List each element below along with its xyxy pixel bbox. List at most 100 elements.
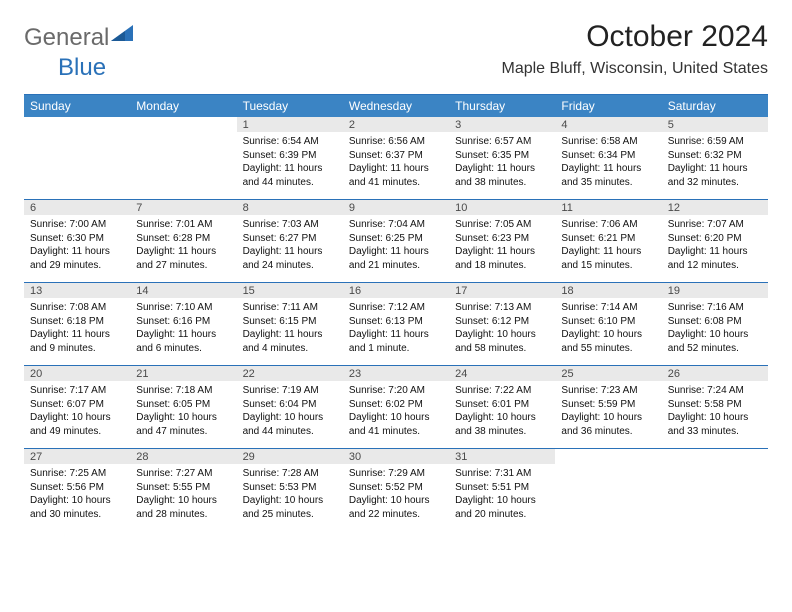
calendar-cell: 20Sunrise: 7:17 AMSunset: 6:07 PMDayligh… [24, 366, 130, 448]
sunrise-text: Sunrise: 7:04 AM [349, 218, 443, 232]
day-number: 28 [130, 449, 236, 464]
sunset-text: Sunset: 6:16 PM [136, 315, 230, 329]
sunrise-text: Sunrise: 7:13 AM [455, 301, 549, 315]
cell-body: Sunrise: 7:31 AMSunset: 5:51 PMDaylight:… [449, 464, 555, 527]
cell-body: Sunrise: 7:17 AMSunset: 6:07 PMDaylight:… [24, 381, 130, 444]
day-number: 22 [237, 366, 343, 381]
calendar-cell: 27Sunrise: 7:25 AMSunset: 5:56 PMDayligh… [24, 449, 130, 531]
cell-body: Sunrise: 6:56 AMSunset: 6:37 PMDaylight:… [343, 132, 449, 195]
sunrise-text: Sunrise: 6:59 AM [668, 135, 762, 149]
cell-body: Sunrise: 7:29 AMSunset: 5:52 PMDaylight:… [343, 464, 449, 527]
daylight-text: Daylight: 11 hours and 38 minutes. [455, 162, 549, 189]
day-number: 3 [449, 117, 555, 132]
sunset-text: Sunset: 6:07 PM [30, 398, 124, 412]
daylight-text: Daylight: 10 hours and 47 minutes. [136, 411, 230, 438]
cell-body: Sunrise: 7:11 AMSunset: 6:15 PMDaylight:… [237, 298, 343, 361]
calendar-cell: 19Sunrise: 7:16 AMSunset: 6:08 PMDayligh… [662, 283, 768, 365]
daylight-text: Daylight: 10 hours and 38 minutes. [455, 411, 549, 438]
daylight-text: Daylight: 11 hours and 18 minutes. [455, 245, 549, 272]
sunset-text: Sunset: 5:58 PM [668, 398, 762, 412]
sunset-text: Sunset: 6:15 PM [243, 315, 337, 329]
day-number: 18 [555, 283, 661, 298]
day-number [24, 117, 130, 132]
calendar-cell: 17Sunrise: 7:13 AMSunset: 6:12 PMDayligh… [449, 283, 555, 365]
calendar: Sunday Monday Tuesday Wednesday Thursday… [24, 94, 768, 531]
page: General October 2024 Maple Bluff, Wiscon… [0, 0, 792, 551]
day-number: 27 [24, 449, 130, 464]
day-number: 9 [343, 200, 449, 215]
sunrise-text: Sunrise: 6:54 AM [243, 135, 337, 149]
day-number: 23 [343, 366, 449, 381]
daylight-text: Daylight: 10 hours and 33 minutes. [668, 411, 762, 438]
daylight-text: Daylight: 11 hours and 1 minute. [349, 328, 443, 355]
daylight-text: Daylight: 10 hours and 55 minutes. [561, 328, 655, 355]
cell-body: Sunrise: 7:25 AMSunset: 5:56 PMDaylight:… [24, 464, 130, 527]
sunset-text: Sunset: 6:20 PM [668, 232, 762, 246]
calendar-cell: 1Sunrise: 6:54 AMSunset: 6:39 PMDaylight… [237, 117, 343, 199]
day-number: 6 [24, 200, 130, 215]
sunrise-text: Sunrise: 7:12 AM [349, 301, 443, 315]
day-number: 25 [555, 366, 661, 381]
calendar-cell: 14Sunrise: 7:10 AMSunset: 6:16 PMDayligh… [130, 283, 236, 365]
cell-body: Sunrise: 6:57 AMSunset: 6:35 PMDaylight:… [449, 132, 555, 195]
daylight-text: Daylight: 11 hours and 12 minutes. [668, 245, 762, 272]
sunset-text: Sunset: 5:53 PM [243, 481, 337, 495]
sunset-text: Sunset: 6:10 PM [561, 315, 655, 329]
sunset-text: Sunset: 6:37 PM [349, 149, 443, 163]
sunrise-text: Sunrise: 7:18 AM [136, 384, 230, 398]
logo-text-general: General [24, 24, 109, 52]
sunset-text: Sunset: 6:27 PM [243, 232, 337, 246]
calendar-cell: 8Sunrise: 7:03 AMSunset: 6:27 PMDaylight… [237, 200, 343, 282]
cell-body: Sunrise: 7:07 AMSunset: 6:20 PMDaylight:… [662, 215, 768, 278]
sunset-text: Sunset: 6:08 PM [668, 315, 762, 329]
cell-body: Sunrise: 7:27 AMSunset: 5:55 PMDaylight:… [130, 464, 236, 527]
sunset-text: Sunset: 6:28 PM [136, 232, 230, 246]
cell-body: Sunrise: 7:01 AMSunset: 6:28 PMDaylight:… [130, 215, 236, 278]
day-number: 17 [449, 283, 555, 298]
day-number: 20 [24, 366, 130, 381]
day-number: 31 [449, 449, 555, 464]
daylight-text: Daylight: 11 hours and 41 minutes. [349, 162, 443, 189]
sunrise-text: Sunrise: 7:11 AM [243, 301, 337, 315]
sunrise-text: Sunrise: 7:08 AM [30, 301, 124, 315]
cell-body: Sunrise: 7:24 AMSunset: 5:58 PMDaylight:… [662, 381, 768, 444]
sunrise-text: Sunrise: 7:05 AM [455, 218, 549, 232]
sunset-text: Sunset: 6:12 PM [455, 315, 549, 329]
calendar-cell: 7Sunrise: 7:01 AMSunset: 6:28 PMDaylight… [130, 200, 236, 282]
sunset-text: Sunset: 5:59 PM [561, 398, 655, 412]
calendar-cell: 29Sunrise: 7:28 AMSunset: 5:53 PMDayligh… [237, 449, 343, 531]
sunset-text: Sunset: 5:56 PM [30, 481, 124, 495]
sunrise-text: Sunrise: 7:29 AM [349, 467, 443, 481]
sunrise-text: Sunrise: 7:23 AM [561, 384, 655, 398]
calendar-cell: 10Sunrise: 7:05 AMSunset: 6:23 PMDayligh… [449, 200, 555, 282]
sunset-text: Sunset: 6:30 PM [30, 232, 124, 246]
calendar-cell: 21Sunrise: 7:18 AMSunset: 6:05 PMDayligh… [130, 366, 236, 448]
daylight-text: Daylight: 11 hours and 6 minutes. [136, 328, 230, 355]
calendar-cell: 5Sunrise: 6:59 AMSunset: 6:32 PMDaylight… [662, 117, 768, 199]
daylight-text: Daylight: 11 hours and 29 minutes. [30, 245, 124, 272]
logo-triangle-icon [111, 25, 133, 46]
weekday-fri: Friday [555, 95, 661, 117]
day-number: 29 [237, 449, 343, 464]
sunrise-text: Sunrise: 7:00 AM [30, 218, 124, 232]
weekday-sat: Saturday [662, 95, 768, 117]
sunrise-text: Sunrise: 7:28 AM [243, 467, 337, 481]
cell-body: Sunrise: 7:14 AMSunset: 6:10 PMDaylight:… [555, 298, 661, 361]
day-number [130, 117, 236, 132]
cell-body: Sunrise: 7:12 AMSunset: 6:13 PMDaylight:… [343, 298, 449, 361]
cell-body: Sunrise: 6:58 AMSunset: 6:34 PMDaylight:… [555, 132, 661, 195]
daylight-text: Daylight: 10 hours and 36 minutes. [561, 411, 655, 438]
sunset-text: Sunset: 6:21 PM [561, 232, 655, 246]
calendar-cell: 24Sunrise: 7:22 AMSunset: 6:01 PMDayligh… [449, 366, 555, 448]
sunrise-text: Sunrise: 7:19 AM [243, 384, 337, 398]
sunset-text: Sunset: 5:51 PM [455, 481, 549, 495]
sunrise-text: Sunrise: 6:57 AM [455, 135, 549, 149]
day-number: 19 [662, 283, 768, 298]
sunrise-text: Sunrise: 7:25 AM [30, 467, 124, 481]
weekday-thu: Thursday [449, 95, 555, 117]
day-number: 5 [662, 117, 768, 132]
sunset-text: Sunset: 6:18 PM [30, 315, 124, 329]
calendar-cell [555, 449, 661, 531]
cell-body: Sunrise: 7:04 AMSunset: 6:25 PMDaylight:… [343, 215, 449, 278]
calendar-cell [662, 449, 768, 531]
